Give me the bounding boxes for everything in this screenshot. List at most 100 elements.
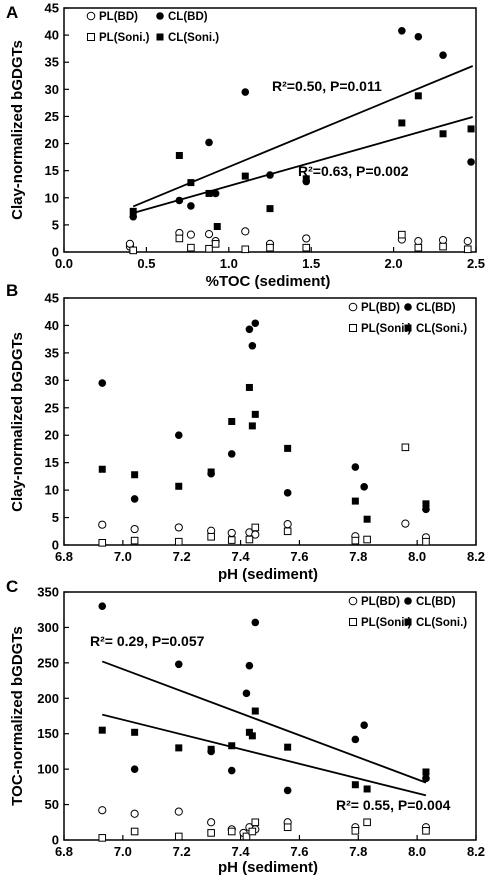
point-pl-soni bbox=[205, 244, 213, 253]
point-pl-bd bbox=[130, 524, 139, 534]
y-axis-label: TOC-normalized bGDGTs bbox=[9, 626, 26, 805]
point-cl-soni bbox=[205, 189, 213, 197]
point-cl-soni bbox=[351, 781, 359, 789]
y-axis-label: Clay-normalized bGDGTs bbox=[9, 40, 26, 220]
y-tick-label: 35 bbox=[45, 55, 59, 70]
x-tick-label: 8.2 bbox=[467, 844, 485, 859]
panel-label: A bbox=[6, 3, 18, 22]
plot-frame bbox=[63, 297, 477, 546]
plot-frame bbox=[63, 591, 477, 841]
point-pl-bd bbox=[207, 818, 216, 827]
trendline-cl-soni bbox=[132, 116, 473, 214]
point-cl-bd bbox=[467, 158, 475, 166]
legend-marker-pl-soni bbox=[349, 618, 357, 626]
x-tick-label: 6.8 bbox=[55, 844, 73, 859]
x-tick-label: 2.0 bbox=[385, 256, 403, 271]
legend-label-cl-soni: CL(Soni.) bbox=[416, 617, 467, 629]
point-cl-bd bbox=[174, 431, 183, 440]
point-cl-bd bbox=[351, 463, 360, 471]
point-cl-soni bbox=[351, 497, 359, 505]
point-cl-soni bbox=[98, 726, 106, 734]
legend-label-cl-bd: CL(BD) bbox=[416, 302, 456, 314]
x-tick-label: 1.5 bbox=[302, 256, 320, 271]
point-pl-bd bbox=[401, 519, 410, 528]
x-tick-label: 7.4 bbox=[232, 549, 251, 564]
x-tick-label: 7.2 bbox=[173, 844, 191, 859]
point-pl-soni bbox=[283, 823, 292, 832]
point-cl-bd bbox=[251, 319, 260, 328]
data-points bbox=[98, 602, 431, 842]
point-pl-soni bbox=[266, 243, 274, 252]
panel-a: A %TOC (sediment) Clay-normalized bGDGTs… bbox=[6, 1, 485, 291]
point-pl-soni bbox=[174, 832, 183, 841]
point-pl-soni bbox=[242, 832, 251, 841]
point-cl-soni bbox=[131, 728, 139, 736]
point-cl-soni bbox=[284, 743, 292, 751]
point-cl-bd bbox=[351, 735, 360, 744]
point-cl-soni bbox=[175, 744, 183, 752]
point-pl-bd bbox=[174, 807, 183, 816]
legend-marker-cl-soni bbox=[404, 324, 412, 332]
point-pl-bd bbox=[125, 239, 135, 248]
trendline-cl-bd bbox=[101, 660, 427, 784]
x-tick-label: 7.8 bbox=[349, 549, 367, 564]
y-tick-label: 30 bbox=[45, 82, 59, 97]
point-cl-bd bbox=[251, 618, 260, 627]
point-cl-bd bbox=[414, 32, 423, 41]
y-axis-label: Clay-normalized bGDGTs bbox=[9, 332, 26, 512]
point-pl-soni bbox=[211, 240, 220, 248]
point-pl-soni bbox=[207, 829, 215, 837]
point-pl-soni bbox=[207, 532, 215, 541]
x-axis-label: pH (sediment) bbox=[218, 859, 318, 876]
x-tick-label: 7.8 bbox=[349, 844, 367, 859]
point-pl-soni bbox=[283, 527, 292, 536]
point-cl-soni bbox=[241, 172, 249, 180]
point-cl-bd bbox=[248, 341, 257, 350]
point-cl-bd bbox=[227, 766, 236, 775]
legend-marker-pl-bd bbox=[348, 596, 358, 606]
legend: PL(BD) CL(BD) PL(Soni.) CL(Soni.) bbox=[86, 11, 219, 44]
y-tick-label: 5 bbox=[52, 510, 59, 525]
point-cl-soni bbox=[266, 205, 274, 213]
point-pl-soni bbox=[422, 826, 430, 835]
point-pl-soni bbox=[175, 234, 184, 243]
point-cl-soni bbox=[284, 444, 292, 452]
legend-marker-pl-bd bbox=[348, 302, 358, 312]
legend-marker-pl-soni bbox=[349, 324, 357, 332]
y-tick-label: 200 bbox=[37, 691, 59, 706]
point-pl-soni bbox=[227, 536, 236, 544]
point-pl-bd bbox=[98, 806, 107, 815]
point-pl-soni bbox=[414, 243, 423, 252]
point-cl-soni bbox=[175, 151, 183, 159]
y-tick-label: 10 bbox=[45, 190, 59, 205]
y-tick-label: 45 bbox=[45, 291, 59, 306]
point-cl-soni bbox=[207, 745, 215, 753]
y-tick-label: 35 bbox=[45, 345, 59, 360]
point-cl-soni bbox=[467, 125, 475, 133]
axis-ticks: 0.0 0.5 1.0 1.5 2.0 2.5 0 5 10 15 20 25 30 35 40 45 bbox=[45, 1, 486, 272]
point-pl-bd bbox=[241, 227, 250, 236]
point-pl-soni bbox=[302, 243, 311, 252]
legend-label-cl-bd: CL(BD) bbox=[416, 596, 456, 608]
legend-label-pl-bd: PL(BD) bbox=[99, 11, 138, 23]
plot-frame bbox=[63, 7, 477, 253]
x-tick-label: 1.0 bbox=[220, 256, 238, 271]
point-cl-bd bbox=[283, 489, 292, 497]
panel-label: B bbox=[6, 281, 18, 300]
y-tick-label: 250 bbox=[37, 655, 59, 670]
panel-label: C bbox=[6, 577, 18, 596]
y-tick-label: 0 bbox=[52, 538, 59, 553]
legend-label-cl-soni: CL(Soni.) bbox=[416, 323, 467, 335]
point-cl-bd bbox=[245, 661, 254, 670]
point-pl-soni bbox=[351, 826, 360, 835]
point-cl-soni bbox=[414, 92, 422, 100]
x-tick-label: 7.4 bbox=[232, 844, 251, 859]
point-pl-bd bbox=[414, 237, 423, 246]
axis-ticks: 6.8 7.0 7.2 7.4 7.6 7.8 8.0 8.2 0 50 100 150 200 250 3… bbox=[37, 585, 485, 860]
panel-b: B pH (sediment) Clay-normalized bGDGTs 6… bbox=[6, 281, 485, 583]
point-cl-bd bbox=[130, 495, 139, 503]
point-pl-soni bbox=[401, 443, 410, 452]
point-pl-soni bbox=[248, 827, 257, 836]
legend-label-pl-soni: PL(Soni.) bbox=[99, 32, 150, 44]
